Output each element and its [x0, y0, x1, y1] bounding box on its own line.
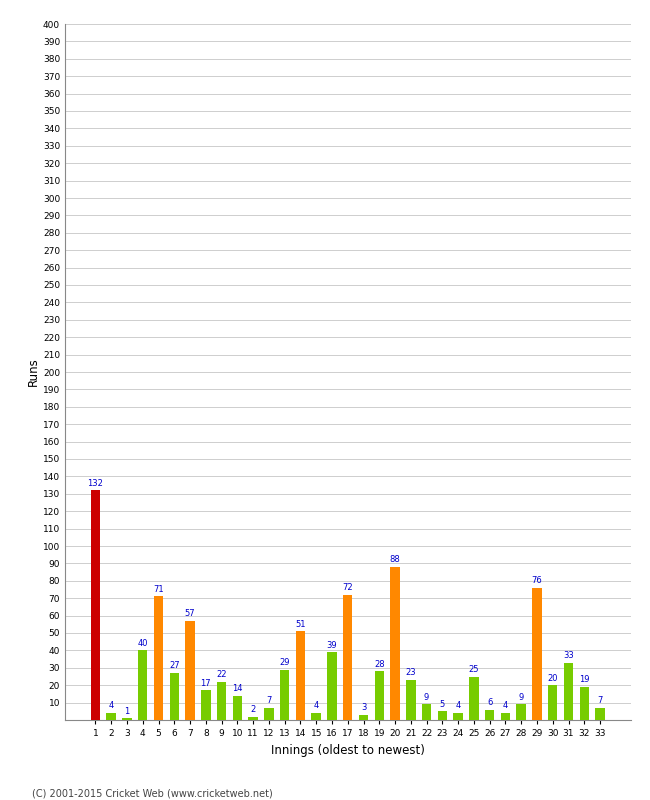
Text: 29: 29 [280, 658, 290, 667]
Text: 76: 76 [532, 576, 542, 585]
Bar [201, 690, 211, 720]
Bar [517, 704, 526, 720]
Bar [406, 680, 415, 720]
Bar [564, 662, 573, 720]
Text: 22: 22 [216, 670, 227, 679]
Text: 9: 9 [519, 693, 524, 702]
Text: 25: 25 [469, 665, 479, 674]
Bar [595, 708, 604, 720]
Text: 27: 27 [169, 662, 179, 670]
Bar [107, 713, 116, 720]
Text: 88: 88 [390, 555, 400, 564]
Bar [485, 710, 495, 720]
Bar [233, 696, 242, 720]
Text: 33: 33 [563, 651, 574, 660]
Text: 20: 20 [547, 674, 558, 682]
Text: (C) 2001-2015 Cricket Web (www.cricketweb.net): (C) 2001-2015 Cricket Web (www.cricketwe… [32, 788, 273, 798]
Bar [91, 490, 100, 720]
Bar [532, 588, 541, 720]
X-axis label: Innings (oldest to newest): Innings (oldest to newest) [271, 743, 424, 757]
Bar [311, 713, 321, 720]
Text: 39: 39 [327, 641, 337, 650]
Bar [454, 713, 463, 720]
Bar [248, 717, 258, 720]
Bar [327, 652, 337, 720]
Bar [580, 687, 589, 720]
Bar [391, 567, 400, 720]
Text: 23: 23 [406, 668, 416, 678]
Bar [185, 621, 195, 720]
Text: 7: 7 [266, 696, 272, 706]
Text: 40: 40 [138, 638, 148, 648]
Bar [359, 714, 369, 720]
Text: 132: 132 [88, 478, 103, 488]
Bar [374, 671, 384, 720]
Text: 14: 14 [232, 684, 242, 693]
Bar [154, 597, 163, 720]
Text: 51: 51 [295, 620, 306, 629]
Text: 4: 4 [456, 702, 461, 710]
Text: 1: 1 [124, 706, 129, 716]
Bar [437, 711, 447, 720]
Text: 9: 9 [424, 693, 429, 702]
Text: 71: 71 [153, 585, 164, 594]
Bar [548, 685, 558, 720]
Bar [122, 718, 132, 720]
Text: 6: 6 [487, 698, 492, 707]
Bar [469, 677, 478, 720]
Text: 5: 5 [440, 700, 445, 709]
Bar [264, 708, 274, 720]
Bar [296, 631, 305, 720]
Text: 2: 2 [250, 705, 255, 714]
Text: 3: 3 [361, 703, 366, 712]
Text: 4: 4 [109, 702, 114, 710]
Text: 72: 72 [343, 583, 353, 592]
Text: 4: 4 [313, 702, 319, 710]
Bar [280, 670, 289, 720]
Text: 4: 4 [503, 702, 508, 710]
Text: 19: 19 [579, 675, 590, 684]
Bar [217, 682, 226, 720]
Text: 28: 28 [374, 660, 385, 669]
Text: 7: 7 [597, 696, 603, 706]
Bar [422, 704, 432, 720]
Text: 17: 17 [200, 679, 211, 688]
Bar [343, 594, 352, 720]
Text: 57: 57 [185, 610, 196, 618]
Bar [500, 713, 510, 720]
Y-axis label: Runs: Runs [27, 358, 40, 386]
Bar [138, 650, 148, 720]
Bar [170, 673, 179, 720]
